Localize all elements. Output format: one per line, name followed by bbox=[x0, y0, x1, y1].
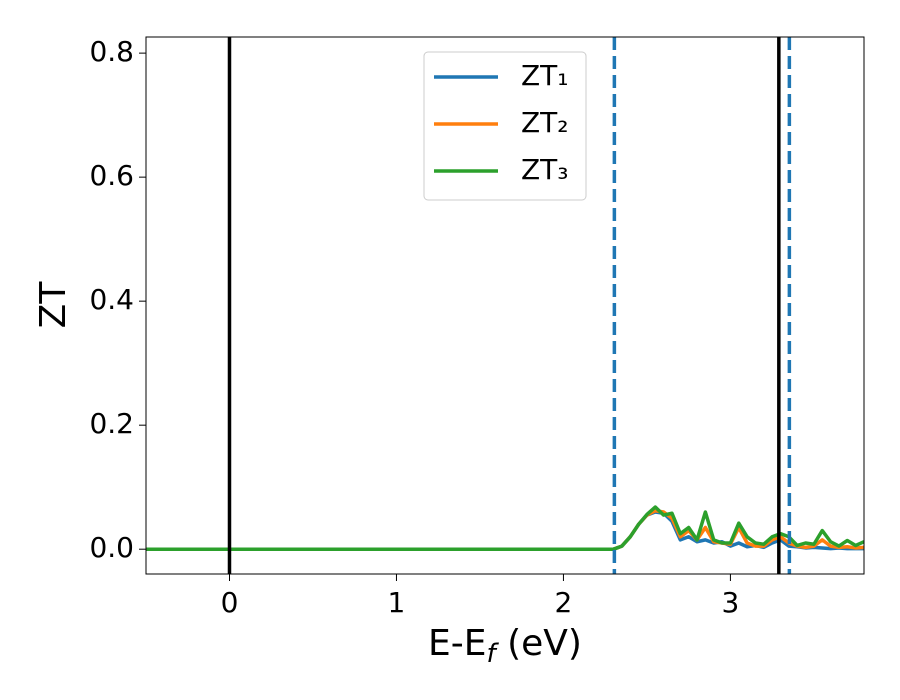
x-tick-label: 2 bbox=[555, 586, 573, 619]
x-label-rest: (eV) bbox=[496, 623, 582, 664]
y-tick-label: 0.4 bbox=[89, 283, 134, 316]
y-axis-label: ZT bbox=[33, 281, 74, 329]
legend: ZT₁ ZT₂ ZT₃ bbox=[423, 51, 587, 201]
legend-box bbox=[423, 51, 587, 201]
x-label-main: E-E bbox=[428, 623, 486, 664]
x-tick-label: 1 bbox=[388, 586, 406, 619]
y-tick-label: 0.2 bbox=[89, 407, 134, 440]
x-axis-label: E-Ef (eV) bbox=[428, 623, 582, 669]
y-tick-label: 0.6 bbox=[89, 159, 134, 192]
x-tick-label: 3 bbox=[722, 586, 740, 619]
legend-label: ZT₁ bbox=[521, 59, 569, 92]
legend-label: ZT₃ bbox=[521, 153, 569, 186]
y-tick-label: 0.8 bbox=[89, 35, 134, 68]
x-tick-label: 0 bbox=[221, 586, 239, 619]
series-line bbox=[146, 505, 864, 551]
legend-label: ZT₂ bbox=[521, 106, 569, 139]
plot-frame bbox=[145, 36, 865, 575]
plot-area bbox=[146, 37, 864, 574]
y-tick-label: 0.0 bbox=[89, 531, 134, 564]
